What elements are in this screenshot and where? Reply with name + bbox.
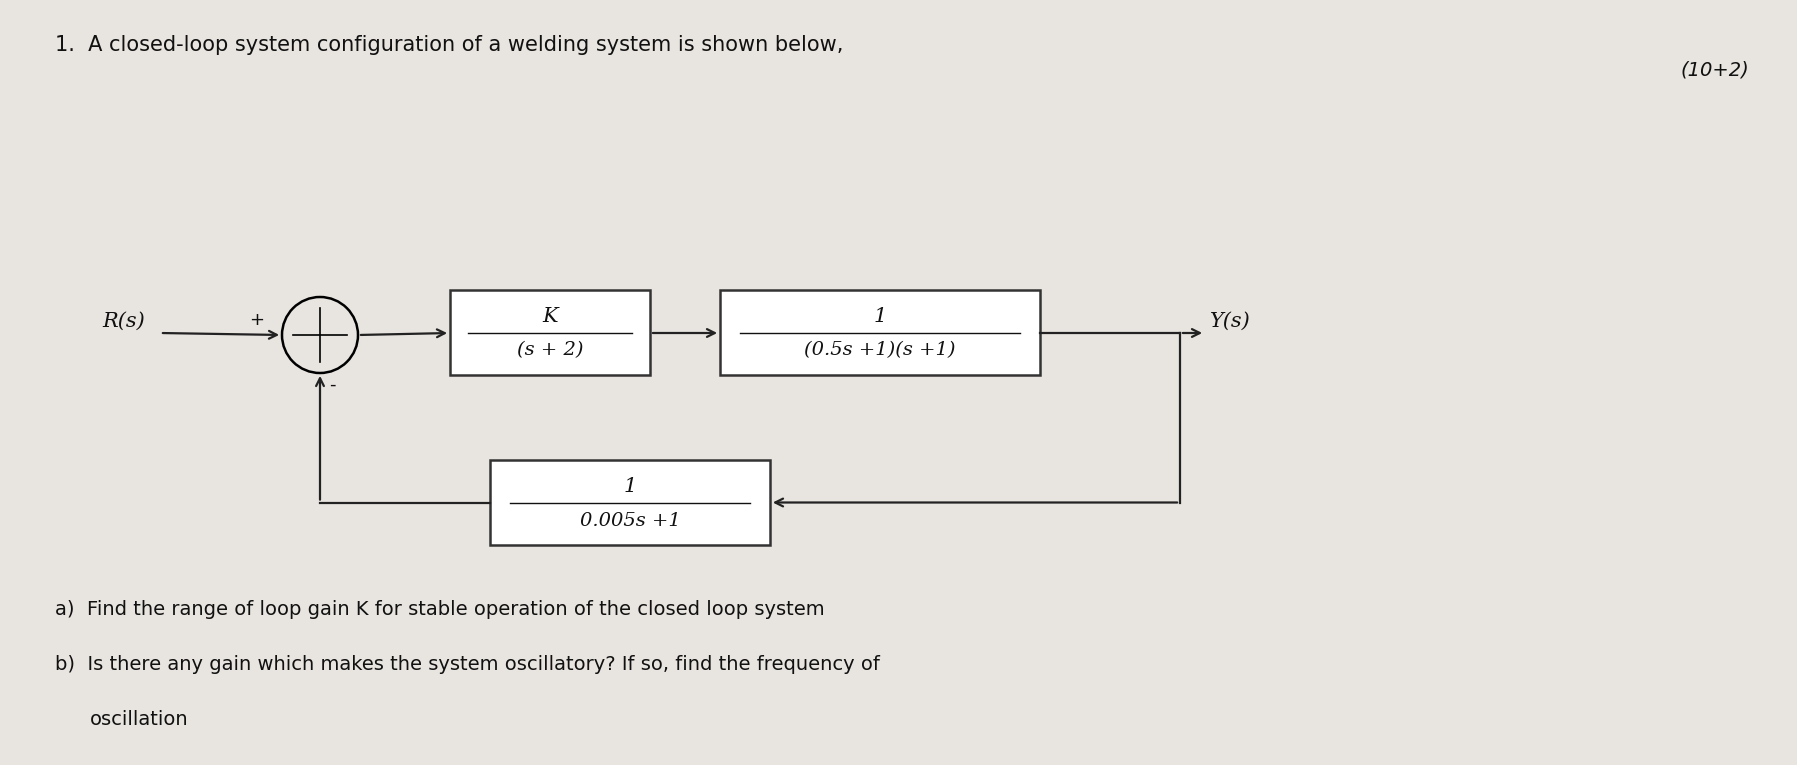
Text: 1: 1: [873, 307, 886, 326]
Text: a)  Find the range of loop gain K for stable operation of the closed loop system: a) Find the range of loop gain K for sta…: [56, 600, 825, 619]
Text: K: K: [543, 307, 557, 326]
Text: (s + 2): (s + 2): [518, 341, 584, 360]
Text: 1.  A closed-loop system configuration of a welding system is shown below,: 1. A closed-loop system configuration of…: [56, 35, 843, 55]
Bar: [491, 460, 769, 545]
Bar: [721, 290, 1040, 375]
Text: R(s): R(s): [102, 311, 146, 330]
Text: oscillation: oscillation: [90, 710, 189, 729]
Text: +: +: [250, 311, 264, 329]
Bar: [449, 290, 651, 375]
Text: -: -: [329, 376, 336, 394]
Text: 0.005s +1: 0.005s +1: [580, 512, 681, 529]
Text: b)  Is there any gain which makes the system oscillatory? If so, find the freque: b) Is there any gain which makes the sys…: [56, 655, 881, 674]
Text: (0.5s +1)(s +1): (0.5s +1)(s +1): [805, 341, 956, 360]
Text: Y(s): Y(s): [1209, 311, 1251, 330]
Text: 1: 1: [624, 477, 636, 496]
Text: (10+2): (10+2): [1680, 60, 1748, 79]
